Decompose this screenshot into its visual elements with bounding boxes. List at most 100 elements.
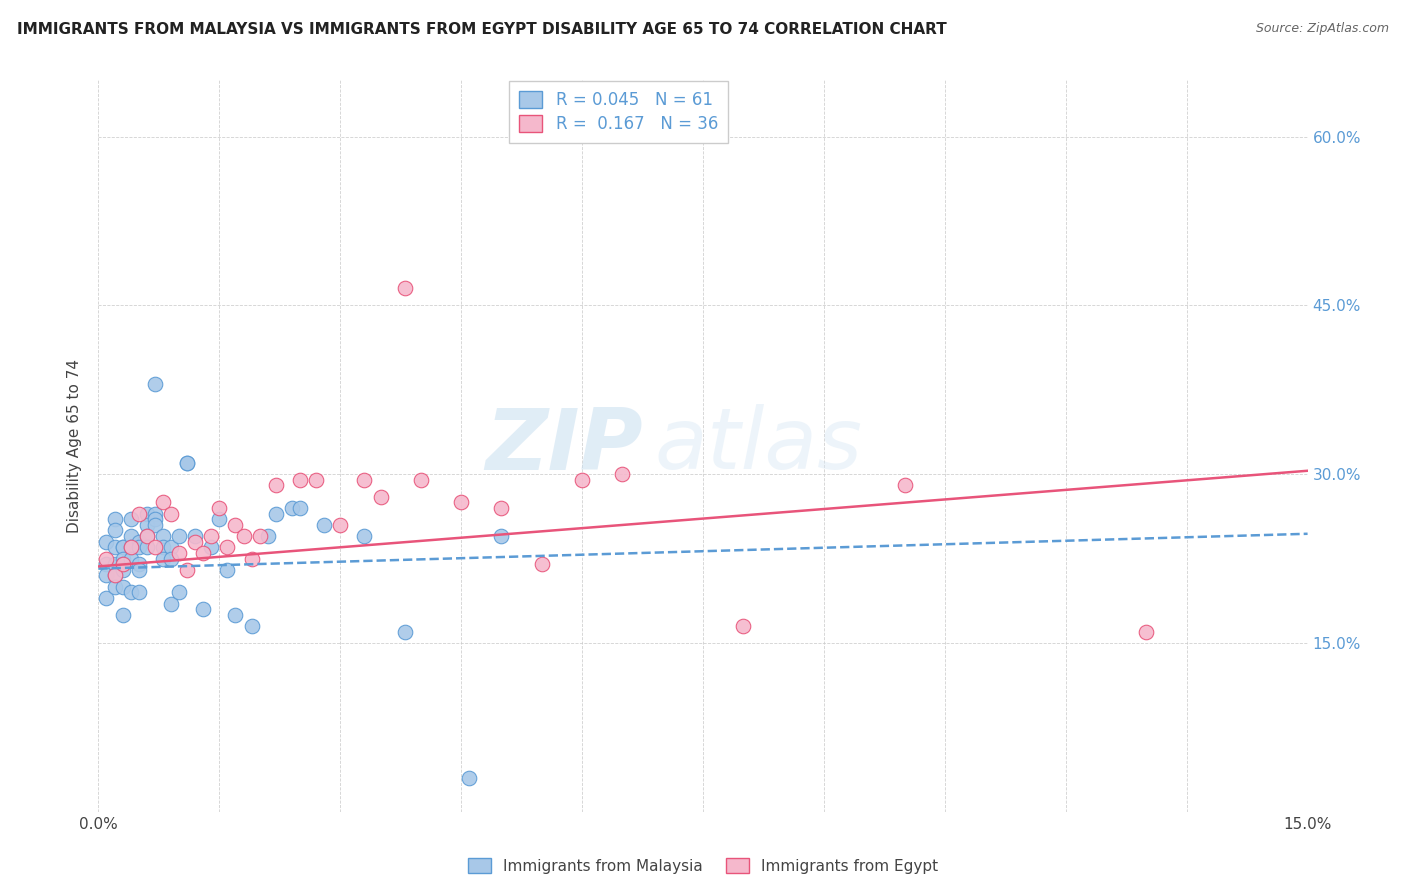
Point xyxy=(176,456,198,470)
Point xyxy=(120,551,142,566)
Point xyxy=(111,551,134,566)
Point xyxy=(152,529,174,543)
Point xyxy=(111,557,134,571)
Point xyxy=(103,524,125,538)
Point xyxy=(184,529,207,543)
Point xyxy=(160,597,183,611)
Point xyxy=(111,563,134,577)
Point xyxy=(96,551,118,566)
Text: atlas: atlas xyxy=(655,404,863,488)
Point xyxy=(530,557,553,571)
Point xyxy=(264,478,287,492)
Point xyxy=(353,473,375,487)
Point xyxy=(143,377,166,392)
Point xyxy=(200,529,222,543)
Point xyxy=(152,541,174,555)
Point xyxy=(128,541,150,555)
Point xyxy=(103,512,125,526)
Point xyxy=(111,607,134,622)
Point xyxy=(329,517,352,532)
Point xyxy=(224,517,246,532)
Point xyxy=(103,568,125,582)
Point xyxy=(120,585,142,599)
Point xyxy=(96,568,118,582)
Point xyxy=(120,541,142,555)
Point xyxy=(128,585,150,599)
Text: Source: ZipAtlas.com: Source: ZipAtlas.com xyxy=(1256,22,1389,36)
Point xyxy=(167,585,190,599)
Text: ZIP: ZIP xyxy=(485,404,643,488)
Point xyxy=(370,490,392,504)
Point xyxy=(152,495,174,509)
Point xyxy=(450,495,472,509)
Point xyxy=(143,541,166,555)
Point xyxy=(120,529,142,543)
Point xyxy=(240,551,263,566)
Point xyxy=(305,473,328,487)
Point xyxy=(733,619,755,633)
Point xyxy=(167,529,190,543)
Point xyxy=(314,517,336,532)
Point xyxy=(176,563,198,577)
Point xyxy=(224,607,246,622)
Point xyxy=(111,541,134,555)
Point xyxy=(96,591,118,605)
Point xyxy=(96,557,118,571)
Point xyxy=(394,624,416,639)
Point xyxy=(143,517,166,532)
Point xyxy=(135,507,157,521)
Point xyxy=(128,534,150,549)
Point xyxy=(409,473,432,487)
Point xyxy=(217,563,239,577)
Point xyxy=(160,551,183,566)
Point xyxy=(120,512,142,526)
Point xyxy=(96,534,118,549)
Point xyxy=(893,478,915,492)
Point xyxy=(160,507,183,521)
Point xyxy=(152,551,174,566)
Point xyxy=(160,541,183,555)
Point xyxy=(232,529,254,543)
Point xyxy=(103,557,125,571)
Point xyxy=(249,529,271,543)
Point xyxy=(264,507,287,521)
Point xyxy=(193,546,215,560)
Point xyxy=(103,541,125,555)
Point xyxy=(353,529,375,543)
Point xyxy=(135,529,157,543)
Point xyxy=(240,619,263,633)
Point xyxy=(143,512,166,526)
Point xyxy=(200,541,222,555)
Point xyxy=(111,557,134,571)
Point xyxy=(217,541,239,555)
Point xyxy=(458,771,481,785)
Point xyxy=(491,529,513,543)
Point xyxy=(111,541,134,555)
Point xyxy=(167,546,190,560)
Point xyxy=(571,473,593,487)
Point xyxy=(135,529,157,543)
Point xyxy=(135,517,157,532)
Point xyxy=(394,281,416,295)
Point xyxy=(281,500,304,515)
Point xyxy=(208,500,231,515)
Legend: R = 0.045   N = 61, R =  0.167   N = 36: R = 0.045 N = 61, R = 0.167 N = 36 xyxy=(509,81,728,144)
Point xyxy=(491,500,513,515)
Point xyxy=(135,541,157,555)
Point xyxy=(288,500,311,515)
Y-axis label: Disability Age 65 to 74: Disability Age 65 to 74 xyxy=(67,359,83,533)
Point xyxy=(1135,624,1157,639)
Legend: Immigrants from Malaysia, Immigrants from Egypt: Immigrants from Malaysia, Immigrants fro… xyxy=(461,852,945,880)
Point xyxy=(111,580,134,594)
Point xyxy=(103,580,125,594)
Point xyxy=(120,541,142,555)
Point xyxy=(128,557,150,571)
Point xyxy=(184,534,207,549)
Point xyxy=(128,507,150,521)
Point xyxy=(208,512,231,526)
Point xyxy=(612,467,634,482)
Text: IMMIGRANTS FROM MALAYSIA VS IMMIGRANTS FROM EGYPT DISABILITY AGE 65 TO 74 CORREL: IMMIGRANTS FROM MALAYSIA VS IMMIGRANTS F… xyxy=(17,22,946,37)
Point xyxy=(128,563,150,577)
Point xyxy=(288,473,311,487)
Point xyxy=(143,507,166,521)
